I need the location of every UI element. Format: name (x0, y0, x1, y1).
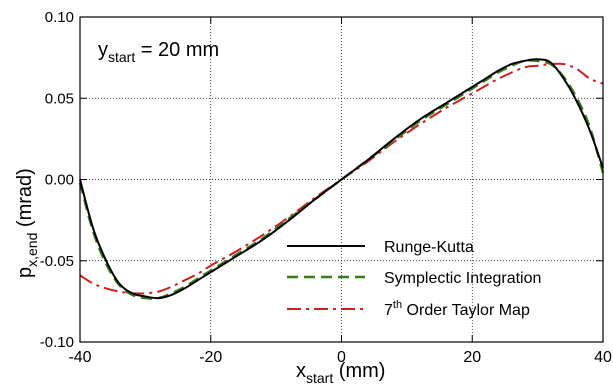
series-line-taylor-map (79, 62, 604, 295)
y-tick-label: 0.10 (45, 9, 74, 26)
y-start-annotation: ystart = 20 mm (98, 39, 219, 65)
x-tick-label: 40 (594, 349, 612, 366)
x-tick-label: 0 (337, 349, 346, 366)
series-line-symplectic-integration (78, 59, 605, 300)
y-axis-label: px,end (mrad) (14, 168, 40, 278)
legend-label-symplectic-integration: Symplectic Integration (384, 270, 541, 287)
legend-label-taylor-map: 7th Order Taylor Map (384, 299, 530, 319)
y-tick-label: -0.05 (40, 253, 74, 270)
y-tick-label: 0.05 (45, 90, 74, 107)
series-layer (78, 58, 605, 300)
y-tick-label: 0.00 (45, 172, 74, 189)
legend-label-runge-kutta: Runge-Kutta (384, 239, 474, 256)
y-tick-label: -0.10 (40, 334, 74, 351)
x-tick-label: -40 (68, 349, 91, 366)
series-line-runge-kutta (79, 58, 604, 300)
x-tick-label: 20 (463, 349, 481, 366)
legend: Runge-Kutta Symplectic Integration 7th O… (287, 239, 541, 319)
axis-ticks: -40 -20 0 20 40 -0.10 -0.05 0.00 0.05 0.10 (40, 9, 612, 366)
x-tick-label: -20 (199, 349, 222, 366)
x-axis-label: xstart (mm) (296, 360, 385, 385)
